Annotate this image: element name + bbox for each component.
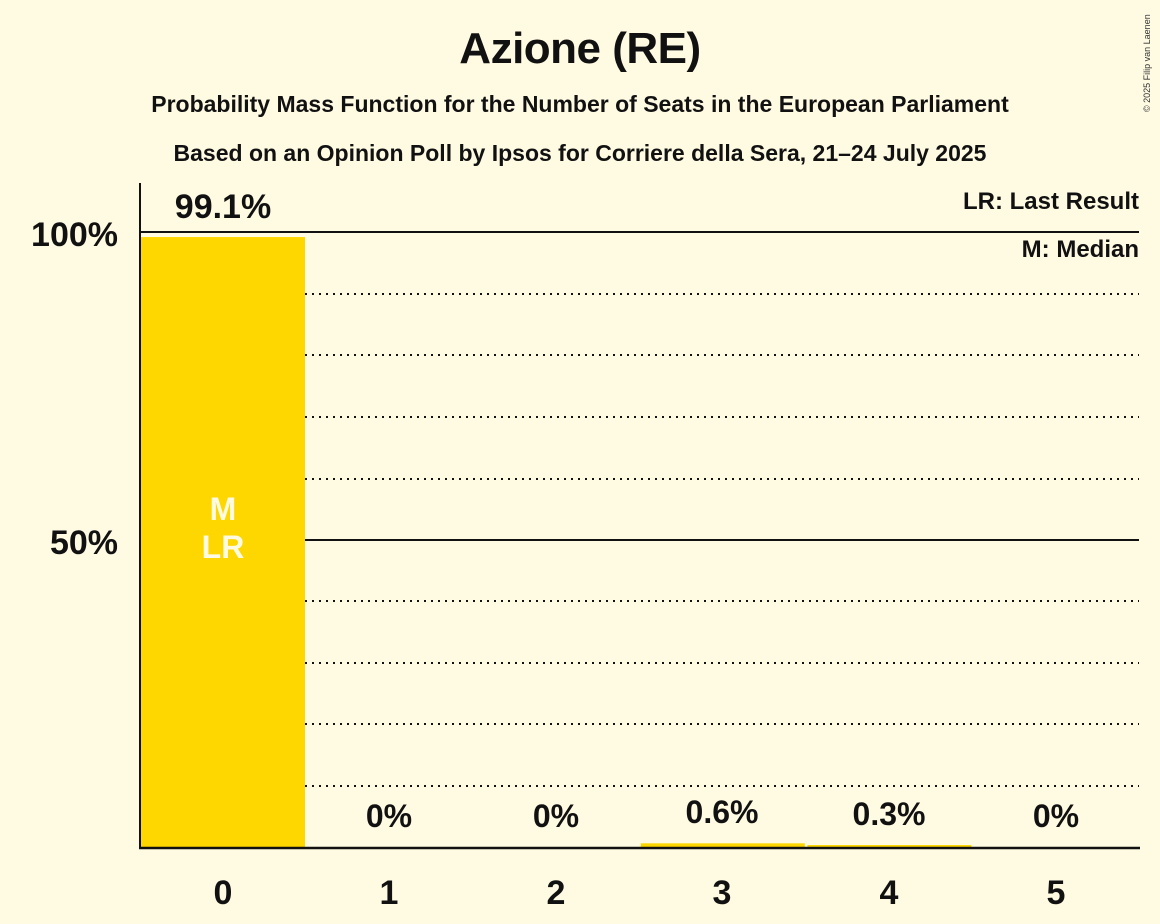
y-tick-50: 50%	[50, 524, 118, 562]
chart-title: Azione (RE)	[459, 24, 701, 73]
value-label-4: 0.3%	[853, 796, 926, 832]
value-label-0: 99.1%	[175, 188, 271, 226]
last-result-marker: LR	[202, 529, 245, 565]
x-tick-1: 1	[380, 874, 399, 912]
value-label-5: 0%	[1033, 798, 1079, 834]
bars	[141, 237, 972, 848]
bar-0	[141, 237, 305, 848]
x-tick-4: 4	[880, 874, 899, 912]
x-tick-5: 5	[1047, 874, 1066, 912]
median-marker: M	[210, 491, 237, 527]
value-label-2: 0%	[533, 798, 579, 834]
chart-source: Based on an Opinion Poll by Ipsos for Co…	[173, 140, 987, 166]
chart-subtitle: Probability Mass Function for the Number…	[151, 91, 1009, 117]
bar-4	[807, 845, 972, 847]
dotted-gridlines	[305, 293, 1139, 787]
y-tick-100: 100%	[31, 216, 118, 254]
legend-median: M: Median	[1022, 236, 1139, 263]
value-label-3: 0.6%	[686, 794, 759, 830]
bar-3	[640, 843, 805, 847]
x-tick-0: 0	[214, 874, 233, 912]
legend-last-result: LR: Last Result	[963, 188, 1139, 215]
x-tick-2: 2	[547, 874, 566, 912]
value-label-1: 0%	[366, 798, 412, 834]
x-tick-3: 3	[713, 874, 732, 912]
